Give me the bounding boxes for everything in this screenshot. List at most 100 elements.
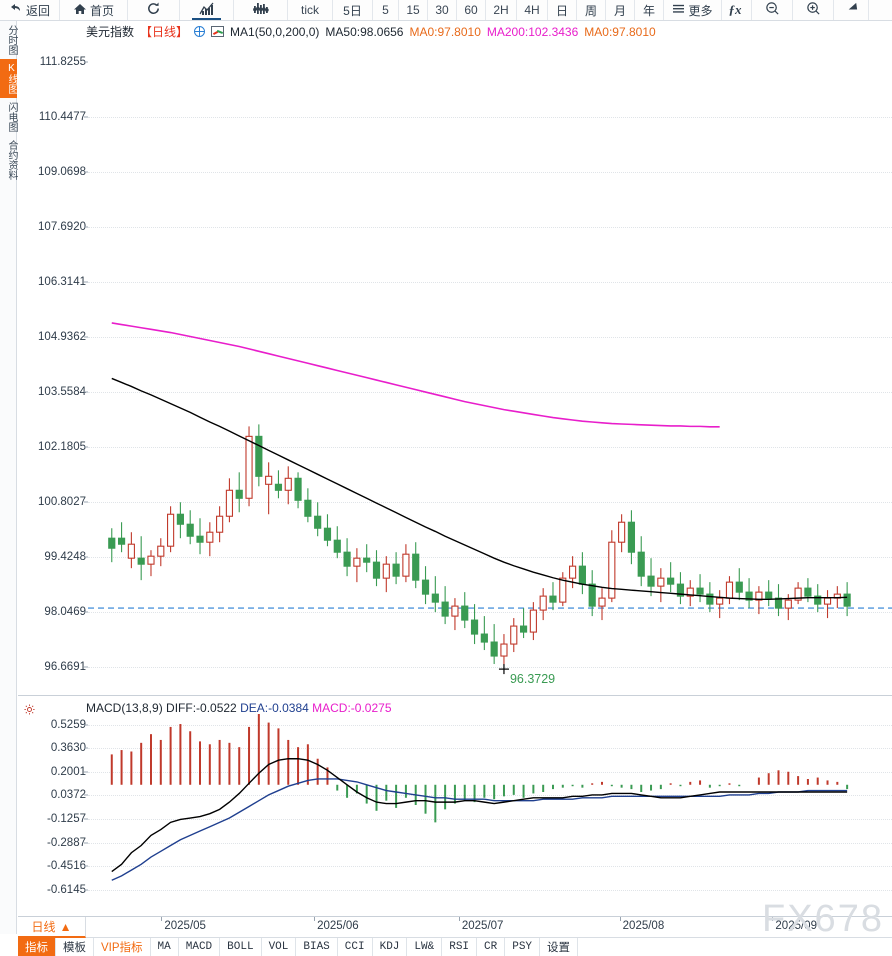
period-year-button[interactable]: 年 <box>635 0 664 20</box>
ma200-value: MA200:102.3436 <box>486 24 579 39</box>
bottom-ma-button-label: MA <box>157 941 171 953</box>
candlestick <box>147 550 155 577</box>
x-axis-tick-label: 2025/09 <box>775 920 817 932</box>
macd-axis-tick <box>84 818 88 820</box>
period-2h-button[interactable]: 2H <box>486 0 517 20</box>
bottom-rsi-button[interactable]: RSI <box>442 938 478 956</box>
macd-axis-tick-label: 0.5259 <box>50 718 86 731</box>
period-month-button-label: 月 <box>613 3 626 18</box>
candlestick <box>108 528 116 563</box>
bottom-boll-button-label: BOLL <box>227 941 254 953</box>
candlestick <box>441 586 449 625</box>
period-month-button[interactable]: 月 <box>606 0 635 20</box>
price-chart-panel[interactable]: 美元指数 【日线】 MA1(50,0,200,0) MA50:98.0656 M… <box>18 21 892 696</box>
gridline <box>88 502 892 504</box>
period-15min-button[interactable]: 15 <box>399 0 428 20</box>
home-button[interactable]: 首页 <box>60 0 128 20</box>
ma-params-label: MA1(50,0,200,0) <box>230 24 320 39</box>
tick-button[interactable]: tick <box>288 0 333 20</box>
price-axis-tick <box>84 61 88 63</box>
x-axis-tick <box>314 917 316 921</box>
macd-params-label: MACD(13,8,9) <box>86 701 163 715</box>
equalizer-icon <box>252 2 270 19</box>
refresh-button[interactable] <box>128 0 180 20</box>
period-15min-button-label: 15 <box>406 3 420 17</box>
bottom-toolbar-lead-spacer <box>0 938 18 956</box>
back-button-label: 返回 <box>25 3 50 18</box>
zoom-out-button[interactable] <box>752 0 793 20</box>
candlestick-plot-area[interactable]: 96.3729 <box>88 35 892 693</box>
candlestick-icon[interactable] <box>211 26 225 37</box>
period-day-button[interactable]: 日 <box>548 0 577 20</box>
period-year-button-label: 年 <box>642 3 655 18</box>
zoom-in-button[interactable] <box>793 0 834 20</box>
bottom-psy-button-label: PSY <box>512 941 533 953</box>
instrument-title: 美元指数 <box>86 25 135 39</box>
candlestick <box>392 552 400 585</box>
candlestick <box>196 518 204 555</box>
bottom-kdj-button[interactable]: KDJ <box>373 938 408 956</box>
indicator-chart-button[interactable] <box>234 0 288 20</box>
globe-icon[interactable] <box>194 26 206 37</box>
x-axis-tick <box>619 917 621 921</box>
bottom-bias-button[interactable]: BIAS <box>296 938 338 956</box>
gridline <box>88 282 892 284</box>
bottom-indicator-button[interactable]: 指标 <box>18 938 56 956</box>
bottom-bias-button-label: BIAS <box>303 941 330 953</box>
candlestick <box>676 572 685 605</box>
back-button[interactable]: 返回 <box>0 0 60 20</box>
candlestick <box>382 556 390 593</box>
period-week-button[interactable]: 周 <box>577 0 606 20</box>
sidebar-item-contract[interactable]: 合约资料 <box>0 136 17 184</box>
bottom-macd-button[interactable]: MACD <box>179 938 221 956</box>
bottom-lwr-button[interactable]: LW& <box>407 938 443 956</box>
more-button[interactable]: 更多 <box>664 0 722 20</box>
macd-plot-area[interactable] <box>88 714 892 916</box>
macd-axis-tick-label: 0.2001 <box>50 765 86 778</box>
pencil-icon <box>844 1 859 19</box>
low-price-label: 96.3729 <box>510 672 555 686</box>
period-4h-button[interactable]: 4H <box>517 0 548 20</box>
period-5day-button[interactable]: 5日 <box>333 0 373 20</box>
period-selector-badge[interactable]: 日线 ▲ <box>18 917 86 938</box>
period-30min-button[interactable]: 30 <box>428 0 457 20</box>
sidebar-item-kline[interactable]: K线图 <box>0 59 17 98</box>
bottom-settings-button-label: 设置 <box>547 942 571 954</box>
macd-gridline <box>88 889 892 891</box>
gridline <box>88 667 892 669</box>
macd-panel[interactable]: MACD(13,8,9) DIFF:-0.0522 DEA:-0.0384 MA… <box>18 698 892 916</box>
price-axis-tick-label: 111.8255 <box>39 55 86 68</box>
bottom-psy-button[interactable]: PSY <box>505 938 541 956</box>
bottom-vip-indicator-button[interactable]: VIP指标 <box>94 938 151 956</box>
sidebar-item-timeshare[interactable]: 分时图 <box>0 21 17 59</box>
candlestick <box>480 616 488 651</box>
candlestick-svg: 96.3729 <box>88 322 892 686</box>
candlestick <box>431 576 439 613</box>
bottom-ma-button[interactable]: MA <box>151 938 179 956</box>
triangle-up-icon: ▲ <box>59 919 72 934</box>
candlestick <box>274 470 283 499</box>
bottom-boll-button[interactable]: BOLL <box>220 938 262 956</box>
candlestick <box>686 580 694 607</box>
period-60min-button-label: 60 <box>464 3 478 17</box>
draw-button[interactable] <box>834 0 869 20</box>
period-60min-button[interactable]: 60 <box>457 0 486 20</box>
sun-icon[interactable] <box>24 704 35 715</box>
candlestick <box>235 472 243 513</box>
bottom-template-button[interactable]: 模板 <box>56 938 94 956</box>
macd-dea-line <box>111 778 848 881</box>
bottom-vol-button[interactable]: VOL <box>262 938 297 956</box>
bottom-cr-button[interactable]: CR <box>477 938 506 956</box>
candlestick <box>470 604 479 645</box>
bottom-settings-button[interactable]: 设置 <box>540 938 579 956</box>
price-axis-tick-label: 106.3141 <box>38 276 86 289</box>
function-button[interactable]: ƒx <box>722 0 752 20</box>
sidebar-item-lightning[interactable]: 闪电图 <box>0 98 17 136</box>
candlestick <box>206 522 214 557</box>
price-axis-tick-label: 100.8027 <box>38 496 86 509</box>
period-5min-button[interactable]: 5 <box>373 0 399 20</box>
gridline <box>88 447 892 449</box>
bottom-cci-button[interactable]: CCI <box>338 938 373 956</box>
kline-chart-button[interactable] <box>180 0 234 20</box>
bottom-macd-button-label: MACD <box>185 941 213 953</box>
